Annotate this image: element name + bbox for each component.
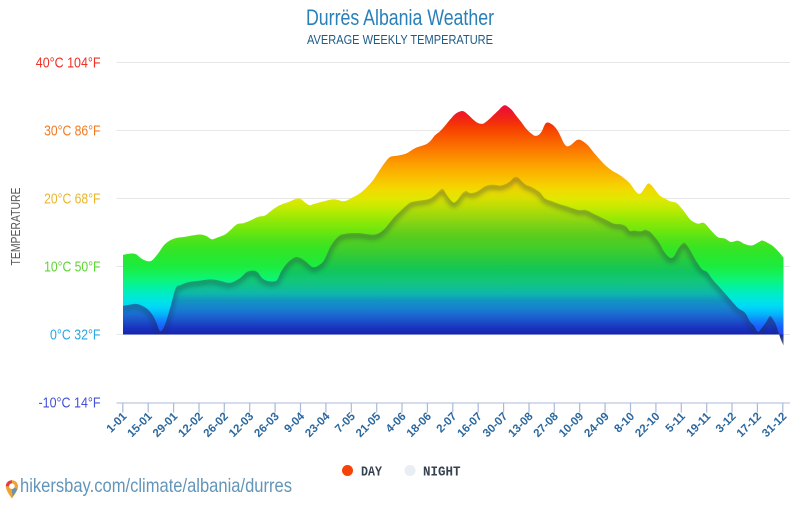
svg-text:NIGHT: NIGHT — [423, 465, 461, 481]
svg-text:DAY: DAY — [361, 465, 382, 481]
svg-text:0°C 32°F: 0°C 32°F — [50, 328, 101, 344]
svg-text:10°C 50°F: 10°C 50°F — [44, 260, 101, 276]
svg-text:TEMPERATURE: TEMPERATURE — [8, 187, 23, 265]
svg-text:AVERAGE WEEKLY TEMPERATURE: AVERAGE WEEKLY TEMPERATURE — [307, 32, 493, 47]
svg-text:hikersbay.com/climate/albania/: hikersbay.com/climate/albania/durres — [20, 475, 292, 497]
svg-text:20°C 68°F: 20°C 68°F — [44, 192, 101, 208]
svg-text:Durrës Albania Weather: Durrës Albania Weather — [306, 5, 494, 30]
svg-text:30°C 86°F: 30°C 86°F — [44, 124, 101, 140]
svg-text:-10°C 14°F: -10°C 14°F — [39, 396, 101, 412]
svg-text:40°C 104°F: 40°C 104°F — [36, 56, 101, 72]
